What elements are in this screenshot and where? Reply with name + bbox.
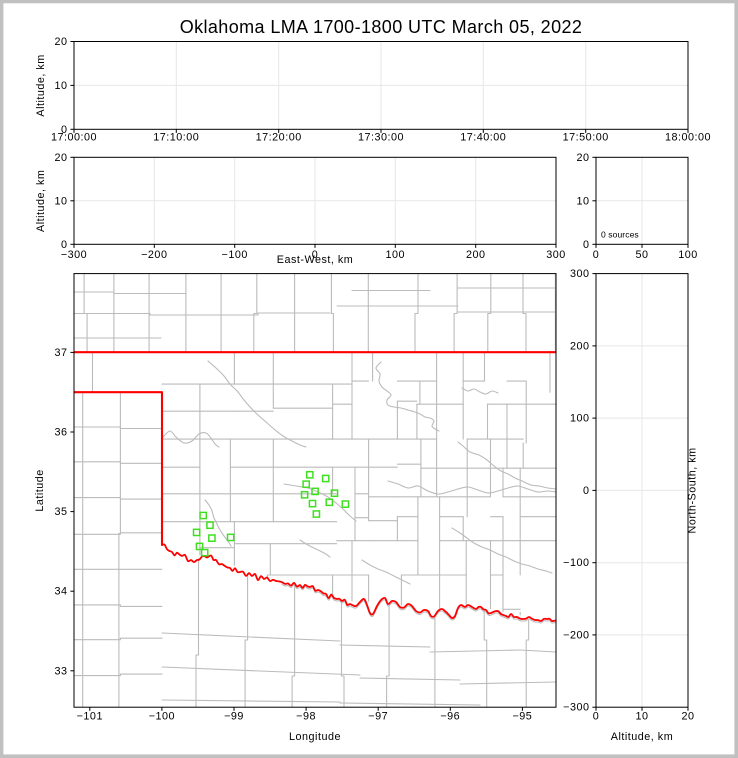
svg-text:0: 0 [583,485,590,497]
svg-text:20: 20 [54,152,67,164]
svg-text:100: 100 [570,413,590,425]
svg-text:20: 20 [576,152,589,164]
svg-text:17:20:00: 17:20:00 [256,131,302,143]
svg-text:100: 100 [678,249,698,261]
svg-text:−98: −98 [296,711,316,723]
svg-text:0: 0 [61,239,68,251]
svg-text:Oklahoma LMA 1700-1800 UTC Mar: Oklahoma LMA 1700-1800 UTC March 05, 202… [180,17,583,37]
svg-text:100: 100 [386,249,406,261]
svg-text:Latitude: Latitude [34,469,46,511]
svg-text:−97: −97 [368,711,388,723]
svg-text:0: 0 [593,249,600,261]
svg-text:−100: −100 [222,249,248,261]
svg-text:17:50:00: 17:50:00 [563,131,609,143]
svg-text:18:00:00: 18:00:00 [665,131,711,143]
svg-text:East-West, km: East-West, km [277,254,354,266]
svg-text:−99: −99 [224,711,244,723]
svg-text:−95: −95 [512,711,532,723]
svg-text:10: 10 [54,80,67,92]
svg-text:37: 37 [54,347,67,359]
svg-text:17:00:00: 17:00:00 [51,131,97,143]
svg-text:−200: −200 [141,249,167,261]
svg-text:200: 200 [570,340,590,352]
svg-text:Altitude, km: Altitude, km [35,54,47,116]
svg-text:0: 0 [61,124,68,136]
svg-text:17:40:00: 17:40:00 [460,131,506,143]
svg-text:300: 300 [570,268,590,280]
svg-text:−96: −96 [440,711,460,723]
svg-text:−200: −200 [563,629,589,641]
svg-text:33: 33 [54,665,67,677]
svg-text:−101: −101 [77,711,103,723]
svg-text:10: 10 [576,195,589,207]
svg-text:20: 20 [681,711,694,723]
svg-text:17:30:00: 17:30:00 [358,131,404,143]
svg-text:Altitude, km: Altitude, km [611,731,673,743]
svg-text:10: 10 [54,195,67,207]
svg-text:−300: −300 [61,249,87,261]
svg-text:Longitude: Longitude [289,731,341,743]
svg-text:50: 50 [635,249,648,261]
svg-text:17:10:00: 17:10:00 [153,131,199,143]
svg-text:200: 200 [466,249,486,261]
svg-text:North-South, km: North-South, km [687,447,699,533]
svg-text:300: 300 [546,249,566,261]
svg-text:Altitude, km: Altitude, km [35,170,47,232]
svg-text:0: 0 [312,249,319,261]
svg-text:−100: −100 [149,711,175,723]
svg-text:0: 0 [583,239,590,251]
svg-text:10: 10 [635,711,648,723]
svg-text:20: 20 [54,36,67,48]
svg-text:0: 0 [593,711,600,723]
svg-text:36: 36 [54,427,67,439]
svg-text:35: 35 [54,506,67,518]
svg-text:−300: −300 [563,702,589,714]
svg-text:−100: −100 [563,557,589,569]
svg-text:0 sources: 0 sources [601,230,639,240]
svg-text:34: 34 [54,586,67,598]
